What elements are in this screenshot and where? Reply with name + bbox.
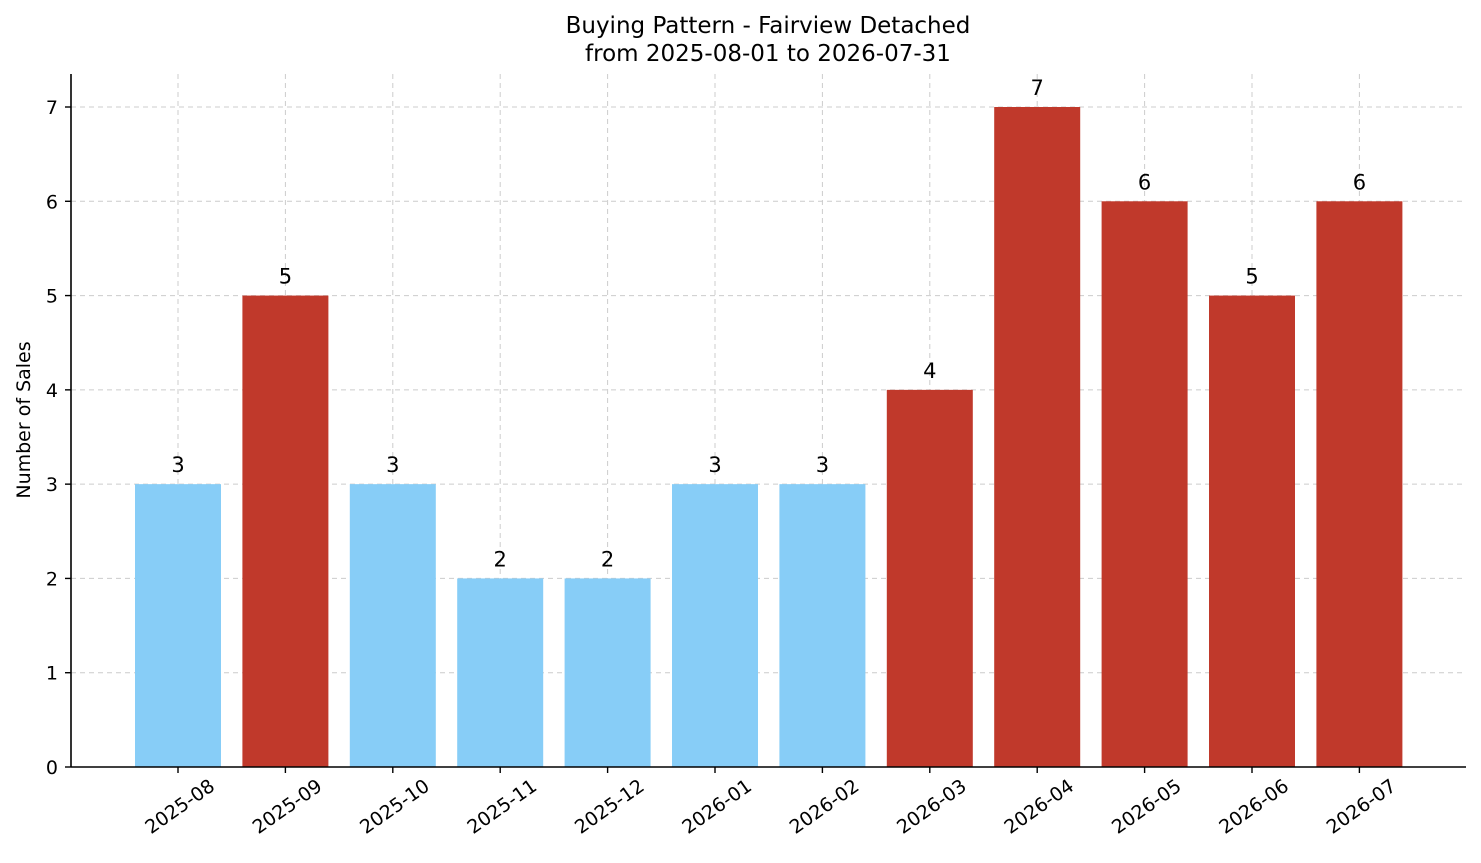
bar	[1316, 201, 1403, 768]
bar	[135, 484, 221, 767]
bar-value-label: 3	[386, 453, 399, 477]
bar-value-label: 3	[708, 453, 721, 477]
bar-value-label: 6	[1353, 170, 1366, 194]
x-tick-label: 2025-11	[463, 775, 541, 839]
bar-value-label: 3	[816, 453, 829, 477]
x-tick-label: 2025-12	[571, 775, 649, 839]
bar	[349, 484, 436, 767]
bar-value-label: 5	[1245, 265, 1258, 289]
bar-series	[135, 107, 1403, 768]
x-tick-label: 2026-03	[893, 775, 971, 839]
x-tick-label: 2026-04	[1000, 775, 1078, 839]
x-tick-label: 2025-09	[249, 775, 327, 839]
bar	[242, 295, 329, 767]
bar-value-label: 2	[494, 547, 507, 571]
bar-value-label: 4	[923, 359, 936, 383]
bar-value-label: 5	[279, 265, 292, 289]
x-axis-ticks: 2025-08 2025-09 2025-10 2025-11 2025-12 2026-…	[141, 767, 1400, 839]
bar-value-label: 3	[171, 453, 184, 477]
y-tick-label: 0	[46, 757, 58, 779]
bar	[1101, 201, 1188, 768]
data-labels: 3 5 3 2 2 3 3 4 7 6 5 6	[171, 76, 1366, 571]
x-tick-label: 2026-06	[1215, 775, 1293, 839]
x-tick-label: 2026-02	[786, 775, 864, 839]
bar	[564, 578, 651, 767]
x-tick-label: 2025-08	[141, 775, 219, 839]
bar	[672, 484, 758, 767]
bar	[779, 484, 866, 767]
chart-subtitle: from 2025-08-01 to 2026-07-31	[585, 41, 951, 67]
x-tick-label: 2025-10	[356, 775, 434, 839]
y-tick-label: 2	[46, 568, 58, 590]
bar-value-label: 2	[601, 547, 614, 571]
bar	[457, 578, 544, 767]
x-tick-label: 2026-07	[1323, 775, 1401, 839]
y-axis-ticks: 0 1 2 3 4 5 6 7	[46, 97, 71, 779]
bar-value-label: 6	[1138, 170, 1151, 194]
bar	[994, 107, 1081, 767]
y-tick-label: 5	[46, 286, 58, 308]
y-tick-label: 4	[46, 380, 58, 402]
x-tick-label: 2026-01	[678, 775, 756, 839]
bar-value-label: 7	[1031, 76, 1044, 100]
y-tick-label: 1	[46, 663, 58, 685]
y-axis-label: Number of Sales	[13, 341, 35, 498]
y-tick-label: 6	[46, 191, 58, 213]
x-tick-label: 2026-05	[1108, 775, 1186, 839]
y-tick-label: 3	[46, 474, 58, 496]
chart-title: Buying Pattern - Fairview Detached	[566, 13, 971, 39]
bar	[886, 389, 973, 767]
bar	[1209, 295, 1295, 767]
y-tick-label: 7	[46, 97, 58, 119]
